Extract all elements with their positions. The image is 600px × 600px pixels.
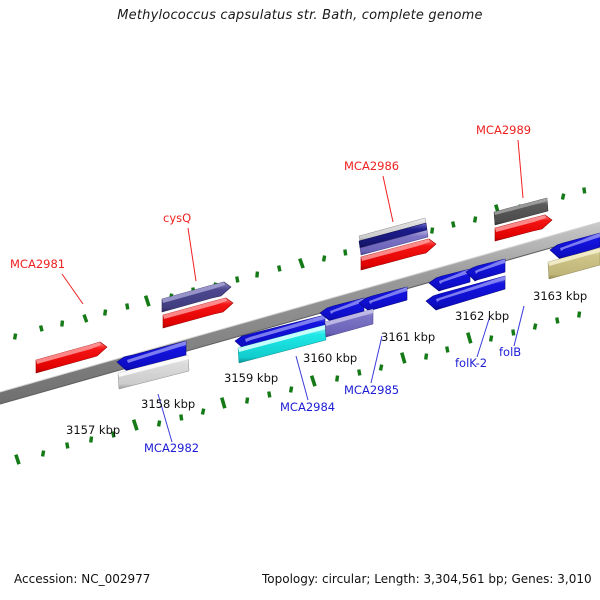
ruler-label-3159: 3159 kbp <box>224 371 278 385</box>
gene-label-folB[interactable]: folB <box>499 345 521 359</box>
gene-label-folK-2[interactable]: folK-2 <box>455 356 487 370</box>
gene-MCA2986[interactable] <box>360 238 437 271</box>
leader-MCA2986 <box>382 175 394 223</box>
label-leader-lines <box>61 139 525 443</box>
ruler-label-3157: 3157 kbp <box>66 423 120 437</box>
genome-backbone <box>0 221 600 405</box>
ruler-label-3158: 3158 kbp <box>141 397 195 411</box>
tick-row-lower <box>14 311 582 465</box>
gene-MCA2985-domain[interactable] <box>324 308 374 338</box>
leader-folB <box>513 305 525 347</box>
gene-MCA2981[interactable] <box>35 341 108 374</box>
gene-folB[interactable] <box>465 258 506 282</box>
gene-label-MCA2984[interactable]: MCA2984 <box>280 400 335 414</box>
page-title: Methylococcus capsulatus str. Bath, comp… <box>117 8 483 23</box>
ruler-label-3160: 3160 kbp <box>303 351 357 365</box>
leader-cysQ <box>187 227 197 282</box>
leader-MCA2989 <box>517 139 524 199</box>
leader-MCA2984 <box>295 355 309 401</box>
ruler-label-3163: 3163 kbp <box>533 289 587 303</box>
gene-label-MCA2989[interactable]: MCA2989 <box>476 123 531 137</box>
leader-MCA2985 <box>370 335 383 384</box>
gene-MCA2989[interactable] <box>494 214 553 242</box>
gene-cysQ-partner[interactable] <box>162 297 234 329</box>
leader-MCA2982 <box>157 393 173 443</box>
accession-text: Accession: NC_002977 <box>14 572 151 586</box>
leader-folK-2 <box>476 315 491 358</box>
tick-row-upper <box>12 187 587 340</box>
gene-MCA2989-domain[interactable] <box>493 197 549 226</box>
gene-cysQ[interactable] <box>161 281 232 313</box>
gene-MCA2990-domain[interactable] <box>547 247 600 280</box>
gene-label-MCA2985[interactable]: MCA2985 <box>344 383 399 397</box>
gene-MCA2984-domain[interactable] <box>237 324 327 364</box>
ruler-label-3162: 3162 kbp <box>455 309 509 323</box>
gene-label-MCA2982[interactable]: MCA2982 <box>144 441 199 455</box>
gene-folKB-lower[interactable] <box>425 275 506 311</box>
gene-MCA2982-domain[interactable] <box>117 354 190 390</box>
gene-label-cysQ[interactable]: cysQ <box>163 211 191 225</box>
ruler-label-3161: 3161 kbp <box>381 330 435 344</box>
gene-label-MCA2986[interactable]: MCA2986 <box>344 159 399 173</box>
gene-MCA2986-domain-purple[interactable] <box>359 229 429 256</box>
gene-MCA2985[interactable] <box>319 286 408 322</box>
gene-label-MCA2981[interactable]: MCA2981 <box>10 257 65 271</box>
genome-stats-text: Topology: circular; Length: 3,304,561 bp… <box>262 572 592 586</box>
leader-MCA2981 <box>61 273 84 305</box>
